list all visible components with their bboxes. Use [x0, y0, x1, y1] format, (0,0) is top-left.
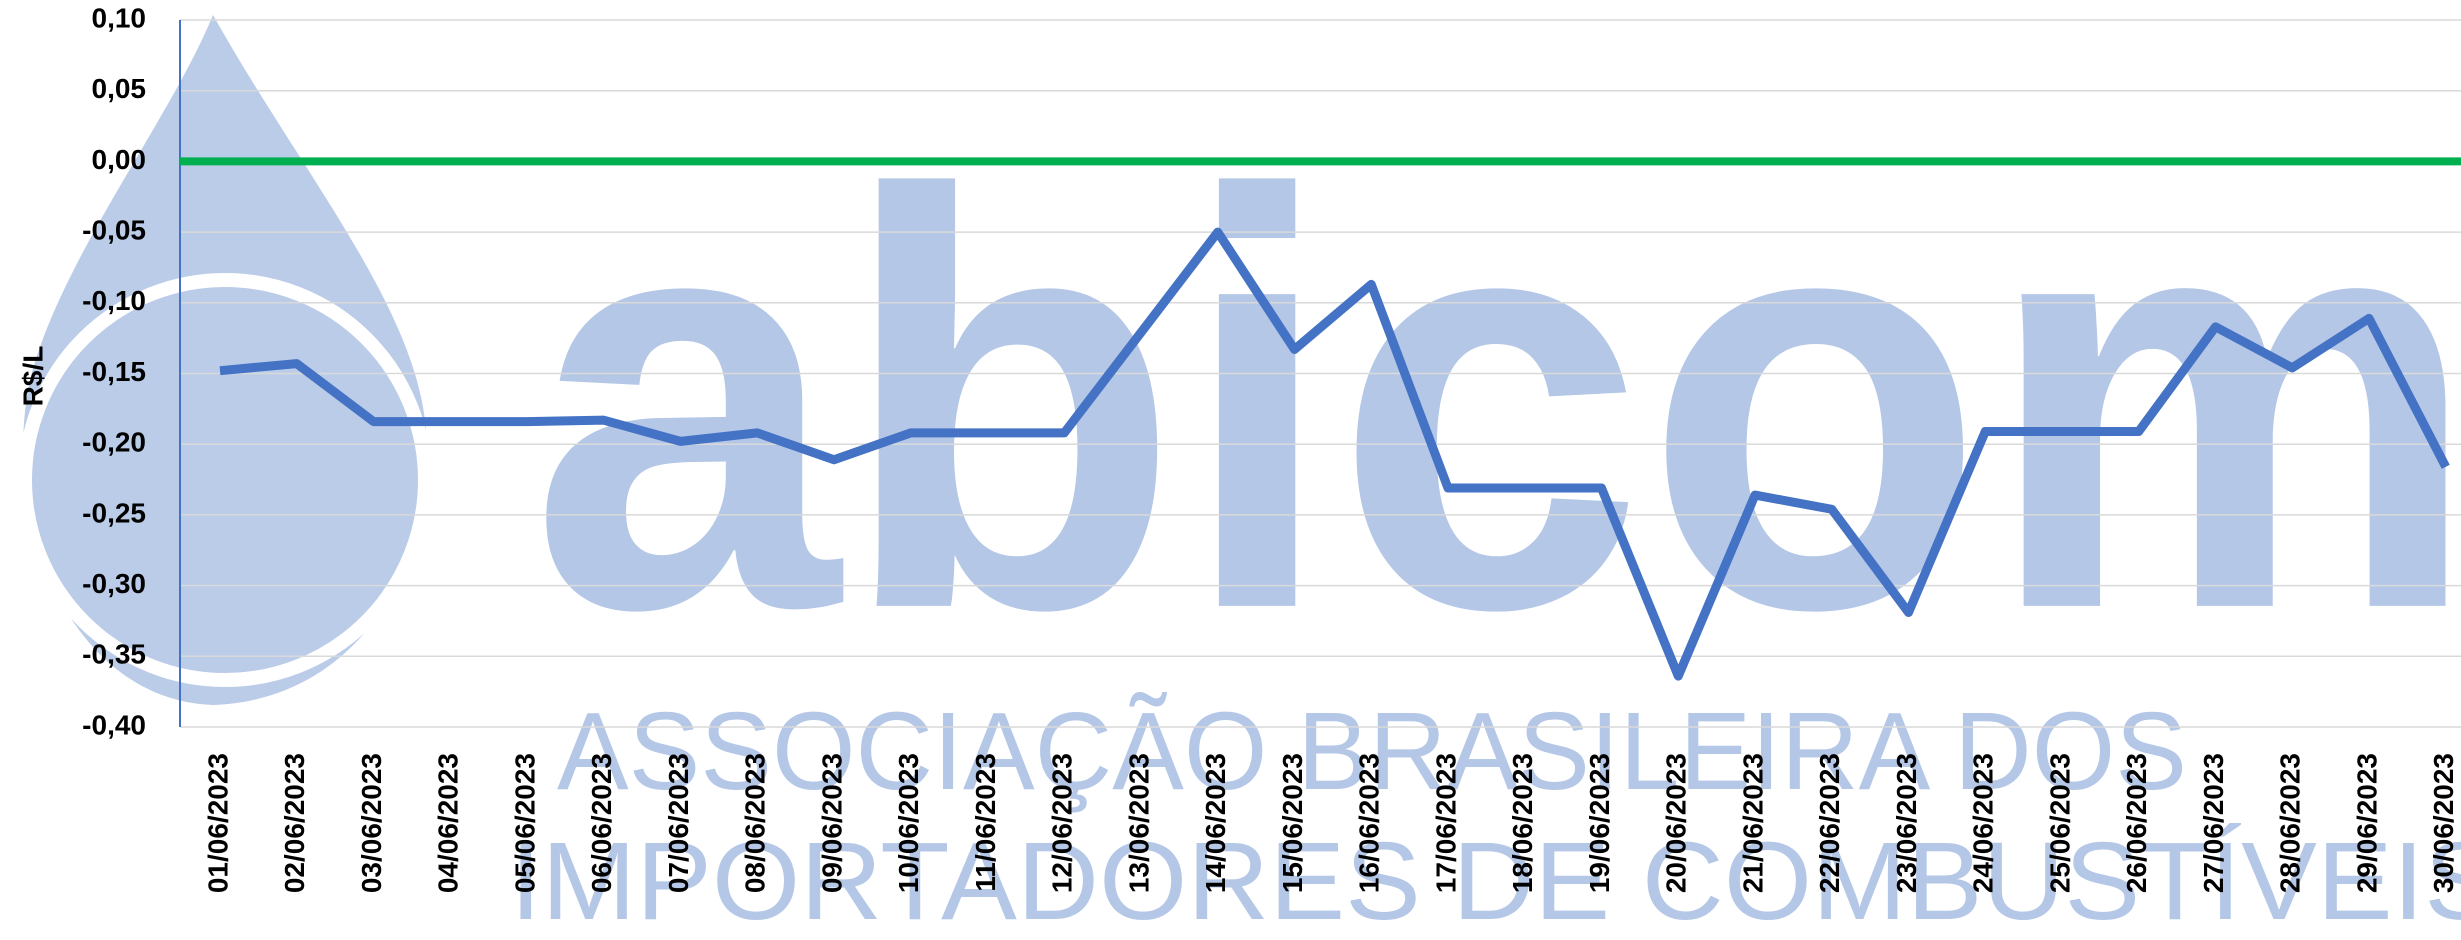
watermark-globe: [18, 273, 432, 687]
y-tick-label: -0,40: [82, 709, 146, 740]
x-tick-label: 30/06/2023: [2428, 753, 2459, 893]
x-tick-label: 10/06/2023: [893, 753, 924, 893]
watermark-drop: [23, 15, 427, 705]
x-tick-label: 24/06/2023: [1968, 753, 1999, 893]
y-tick-label: -0,05: [82, 214, 146, 245]
x-tick-label: 28/06/2023: [2275, 753, 2306, 893]
x-tick-label: 08/06/2023: [740, 753, 771, 893]
x-tick-label: 14/06/2023: [1200, 753, 1231, 893]
x-tick-label: 15/06/2023: [1277, 753, 1308, 893]
x-tick-label: 04/06/2023: [433, 753, 464, 893]
x-tick-label: 12/06/2023: [1047, 753, 1078, 893]
x-tick-label: 03/06/2023: [356, 753, 387, 893]
y-tick-label: 0,10: [92, 2, 147, 33]
x-tick-label: 23/06/2023: [1891, 753, 1922, 893]
x-tick-label: 09/06/2023: [816, 753, 847, 893]
x-tick-label: 17/06/2023: [1430, 753, 1461, 893]
watermark-line: ASSOCIAÇÃO BRASILEIRA DOS: [557, 690, 2187, 813]
x-tick-label: 26/06/2023: [2121, 753, 2152, 893]
x-tick-label: 13/06/2023: [1123, 753, 1154, 893]
x-tick-label: 07/06/2023: [663, 753, 694, 893]
y-tick-label: 0,00: [92, 144, 147, 175]
y-tick-label: 0,05: [92, 73, 147, 104]
y-tick-label: -0,25: [82, 497, 146, 528]
x-tick-label: 27/06/2023: [2198, 753, 2229, 893]
x-tick-label: 05/06/2023: [509, 753, 540, 893]
x-tick-label: 29/06/2023: [2351, 753, 2382, 893]
x-tick-label: 01/06/2023: [202, 753, 233, 893]
x-tick-label: 25/06/2023: [2044, 753, 2075, 893]
watermark-line: IMPORTADORES DE COMBUSTÍVEIS: [510, 820, 2461, 940]
watermark: abicom ASSOCIAÇÃO BRASILEIRA DOS IMPORTA…: [18, 15, 2461, 940]
y-tick-label: -0,20: [82, 427, 146, 458]
x-tick-label: 22/06/2023: [1814, 753, 1845, 893]
x-tick-label: 18/06/2023: [1507, 753, 1538, 893]
y-axis-label: R$/L: [17, 346, 48, 407]
y-tick-label: -0,10: [82, 285, 146, 316]
y-tick-label: -0,35: [82, 639, 146, 670]
watermark-logo: abicom: [530, 73, 2461, 732]
x-tick-label: 06/06/2023: [586, 753, 617, 893]
y-tick-label: -0,30: [82, 568, 146, 599]
y-tick-label: -0,15: [82, 356, 146, 387]
x-tick-label: 20/06/2023: [1661, 753, 1692, 893]
x-tick-label: 21/06/2023: [1737, 753, 1768, 893]
x-tick-label: 02/06/2023: [279, 753, 310, 893]
x-tick-label: 19/06/2023: [1584, 753, 1615, 893]
x-tick-label: 16/06/2023: [1354, 753, 1385, 893]
x-tick-label: 11/06/2023: [970, 753, 1001, 892]
line-series: [219, 227, 2450, 681]
